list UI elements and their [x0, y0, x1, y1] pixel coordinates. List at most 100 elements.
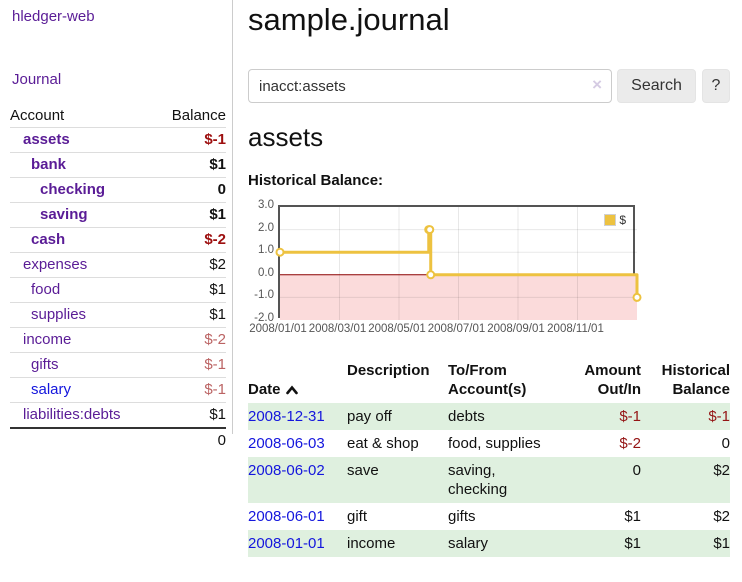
x-tick-label: 2008/03/01 [308, 323, 367, 335]
y-tick-label: 0.0 [258, 266, 274, 279]
account-link[interactable]: supplies [31, 306, 87, 323]
accounts-total-value: 0 [10, 427, 226, 453]
account-link[interactable]: cash [31, 231, 66, 248]
accounts-body: assets $-1 bank $1 checking 0 saving $1 cash $-2 e… [10, 127, 226, 428]
legend-label: $ [619, 213, 626, 227]
y-tick-label: -2.0 [254, 312, 274, 324]
search-input[interactable] [248, 69, 612, 103]
account-balance: $-2 [154, 227, 226, 253]
transaction-accounts: food, supplies [448, 435, 541, 452]
page-title: sample.journal [248, 2, 450, 37]
transaction-date-link[interactable]: 2008-06-01 [248, 508, 325, 525]
x-tick-label: 2008/07/01 [427, 323, 486, 335]
account-row: food $1 [10, 277, 226, 303]
account-balance: $1 [154, 277, 226, 303]
search-button[interactable]: Search [617, 69, 696, 103]
clear-search-icon[interactable]: × [592, 75, 602, 94]
transaction-accounts: saving, checking [448, 462, 508, 498]
search-form: × Search ? [248, 69, 730, 103]
y-tick-label: 2.0 [258, 221, 274, 234]
transaction-row: 2008-06-03 eat & shop food, supplies $-2 0 [248, 430, 730, 457]
account-link[interactable]: liabilities:debts [23, 406, 121, 423]
sidebar-item-journal[interactable]: Journal [12, 71, 62, 88]
account-balance: $-1 [154, 377, 226, 403]
transaction-description: save [347, 462, 379, 479]
transaction-date-link[interactable]: 2008-06-02 [248, 462, 325, 479]
register-body: 2008-12-31 pay off debts $-1 $-1 2008-06-03 ea… [248, 403, 730, 557]
account-link[interactable]: gifts [31, 356, 59, 373]
account-link[interactable]: assets [23, 131, 70, 148]
transaction-description: gift [347, 508, 368, 525]
account-balance: 0 [154, 177, 226, 203]
account-row: cash $-2 [10, 227, 226, 253]
transaction-balance: $1 [713, 535, 730, 552]
register-header-date[interactable]: Date [248, 358, 345, 403]
account-balance: $1 [154, 152, 226, 178]
account-row: gifts $-1 [10, 352, 226, 378]
account-link[interactable]: income [23, 331, 72, 348]
transaction-balance: 0 [721, 435, 730, 452]
x-tick-label: 2008/05/01 [368, 323, 426, 335]
account-row: liabilities:debts $1 [10, 402, 226, 428]
account-row: income $-2 [10, 327, 226, 353]
x-tick-label: 2008/01/01 [249, 323, 307, 335]
transaction-amount: $-2 [619, 435, 641, 452]
account-balance: $2 [154, 252, 226, 278]
transaction-date-link[interactable]: 2008-12-31 [248, 408, 325, 425]
account-row: assets $-1 [10, 127, 226, 153]
y-tick-label: 1.0 [258, 244, 274, 257]
y-tick-label: 3.0 [258, 199, 274, 211]
accounts-header-account: Account [10, 107, 65, 124]
account-link[interactable]: salary [31, 381, 72, 398]
x-tick-label: 2008/09/01 [487, 323, 545, 335]
register-header-balance: Historical Balance [661, 362, 730, 398]
transaction-balance: $-1 [708, 408, 730, 425]
transaction-amount: $1 [624, 535, 641, 552]
transaction-description: eat & shop [347, 435, 419, 452]
account-row: bank $1 [10, 152, 226, 178]
account-title: assets [248, 122, 324, 152]
chart-canvas [275, 207, 642, 320]
account-link[interactable]: food [31, 281, 61, 298]
transaction-row: 2008-06-02 save saving, checking 0 $2 [248, 457, 730, 503]
account-balance: $-2 [154, 327, 226, 353]
register-header-row: Date Description To/From Account(s) Amou… [248, 358, 730, 403]
chart-plot-area: $ [275, 205, 642, 320]
chart-y-axis: 3.0 2.0 1.0 0.0 -1.0 -2.0 [248, 199, 274, 330]
transaction-row: 2008-12-31 pay off debts $-1 $-1 [248, 403, 730, 430]
transaction-balance: $2 [713, 462, 730, 479]
transaction-row: 2008-01-01 income salary $1 $1 [248, 530, 730, 557]
transaction-amount: $1 [624, 508, 641, 525]
transaction-date-link[interactable]: 2008-06-03 [248, 435, 325, 452]
register-header-amount: Amount Out/In [584, 362, 641, 398]
account-link[interactable]: checking [40, 181, 106, 198]
register-header-tofrom: To/From Account(s) [448, 362, 527, 398]
register-header-description: Description [347, 362, 430, 379]
help-button[interactable]: ? [702, 69, 730, 103]
transaction-balance: $2 [713, 508, 730, 525]
account-link[interactable]: bank [31, 156, 67, 173]
account-link[interactable]: expenses [23, 256, 88, 273]
transaction-description: pay off [347, 408, 392, 425]
account-balance: $-1 [154, 127, 226, 153]
accounts-header-balance: Balance [171, 107, 226, 124]
app-brand-link[interactable]: hledger-web [12, 8, 95, 25]
chart-heading: Historical Balance: [248, 172, 384, 189]
account-link[interactable]: saving [40, 206, 88, 223]
account-balance: $-1 [154, 352, 226, 378]
main-content: sample.journal × Search ? assets Histori… [248, 0, 730, 582]
account-balance: $1 [154, 402, 226, 428]
register-panel: Date Description To/From Account(s) Amou… [248, 358, 730, 557]
account-row: expenses $2 [10, 252, 226, 278]
account-row: supplies $1 [10, 302, 226, 328]
account-row: checking 0 [10, 177, 226, 203]
historical-balance-chart: 3.0 2.0 1.0 0.0 -1.0 -2.0 $ 2008/01/01 2008/03… [248, 199, 730, 340]
x-tick-label: 2008/11/01 [547, 323, 604, 335]
chart-legend: $ [602, 212, 628, 228]
transaction-amount: $-1 [619, 408, 641, 425]
legend-swatch-icon [604, 214, 617, 226]
transaction-amount: 0 [632, 462, 641, 479]
transaction-accounts: debts [448, 408, 485, 425]
sidebar: hledger-web Journal Account Balance asse… [0, 0, 233, 453]
transaction-date-link[interactable]: 2008-01-01 [248, 535, 325, 552]
